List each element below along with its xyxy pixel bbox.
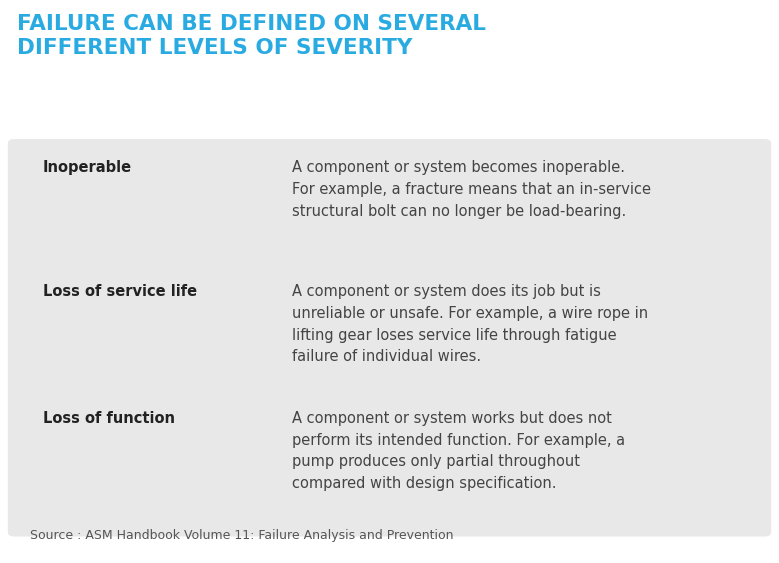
- Text: Loss of service life: Loss of service life: [43, 284, 197, 300]
- Text: A component or system does its job but is
unreliable or unsafe. For example, a w: A component or system does its job but i…: [292, 284, 648, 364]
- Text: FAILURE CAN BE DEFINED ON SEVERAL
DIFFERENT LEVELS OF SEVERITY: FAILURE CAN BE DEFINED ON SEVERAL DIFFER…: [17, 14, 486, 58]
- Text: Loss of function: Loss of function: [43, 411, 174, 426]
- Text: Inoperable: Inoperable: [43, 160, 132, 176]
- Text: A component or system works but does not
perform its intended function. For exam: A component or system works but does not…: [292, 411, 626, 491]
- FancyBboxPatch shape: [8, 139, 771, 537]
- Text: Source : ASM Handbook Volume 11: Failure Analysis and Prevention: Source : ASM Handbook Volume 11: Failure…: [30, 529, 453, 542]
- Text: A component or system becomes inoperable.
For example, a fracture means that an : A component or system becomes inoperable…: [292, 160, 651, 218]
